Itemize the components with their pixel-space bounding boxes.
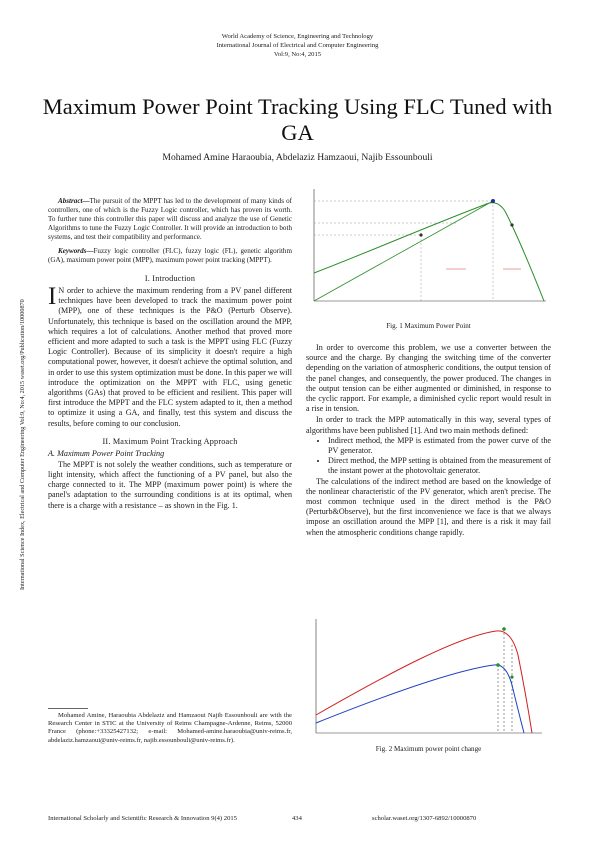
fig2-curve-high — [315, 630, 533, 734]
fig2-axes — [315, 619, 542, 734]
sidebar-citation: International Science Index, Electrical … — [19, 299, 26, 591]
fig2-guides — [497, 629, 513, 733]
fig1-mpp-point — [491, 199, 495, 203]
method-item-direct: Direct method, the MPP setting is obtain… — [328, 456, 551, 476]
figure-1 — [313, 189, 546, 302]
footer-right: scholar.waset.org/1307-6892/10000870 — [372, 815, 477, 822]
journal-title: International Journal of Electrical and … — [216, 42, 379, 49]
left-column: Abstract—The pursuit of the MPPT has led… — [48, 197, 292, 511]
footnote: Mohamed Amine, Haraoubia Abdelaziz and H… — [48, 712, 292, 744]
keywords-text: Fuzzy logic controller (FLC), fuzzy logi… — [48, 247, 292, 264]
section-1-heading: I. Introduction — [144, 274, 196, 283]
fig1-point-b — [419, 233, 423, 237]
authors: Mohamed Amine Haraoubia, Abdelaziz Hamza… — [162, 152, 433, 163]
dropcap: I — [48, 283, 57, 310]
section-1-text: N order to achieve the maximum rendering… — [48, 286, 292, 428]
paper-title: Maximum Power Point Tracking Using FLC T… — [42, 94, 553, 145]
figure-1-caption: Fig. 1 Maximum Power Point — [386, 322, 471, 330]
keywords-label: Keywords — [58, 247, 87, 255]
journal-name: World Academy of Science, Engineering an… — [221, 33, 374, 40]
section-2-heading: II. Maximum Point Tracking Approach — [102, 436, 238, 446]
right-paragraph-3: The calculations of the indirect method … — [306, 476, 551, 537]
abstract: Abstract—The pursuit of the MPPT has led… — [48, 197, 292, 241]
section-2a-text: The MPPT is not solely the weather condi… — [48, 459, 292, 510]
abstract-label: Abstract — [58, 197, 83, 205]
figure-2-caption: Fig. 2 Maximum power point change — [375, 745, 482, 753]
page-number: 434 — [292, 815, 302, 822]
fig2-mpp-high — [502, 627, 506, 631]
fig1-point-c — [510, 223, 514, 227]
fig1-pv-curve — [313, 202, 545, 302]
footnote-rule — [48, 708, 88, 709]
journal-volume: Vol:9, No:4, 2015 — [273, 51, 322, 58]
abstract-text: The pursuit of the MPPT has led to the d… — [48, 197, 292, 241]
method-item-indirect: Indirect method, the MPP is estimated fr… — [328, 436, 551, 456]
keywords: Keywords—Fuzzy logic controller (FLC), f… — [48, 247, 292, 264]
fig2-curve-low — [315, 664, 525, 734]
right-paragraph-1: In order to overcome this problem, we us… — [306, 343, 551, 414]
section-2a-heading: A. Maximum Power Point Tracking — [48, 448, 165, 458]
footer-left: International Scholarly and Scientific R… — [48, 815, 237, 822]
fig1-guides — [314, 200, 494, 301]
fig1-axes — [313, 189, 546, 302]
figure-2 — [315, 619, 542, 734]
method-list: Indirect method, the MPP is estimated fr… — [306, 436, 551, 477]
fig1-load-line — [313, 200, 494, 302]
right-paragraph-2: In order to track the MPP automatically … — [306, 415, 551, 435]
fig2-mpp-low — [496, 663, 500, 667]
fig2-point-c — [510, 675, 514, 679]
right-column: In order to overcome this problem, we us… — [306, 343, 551, 538]
